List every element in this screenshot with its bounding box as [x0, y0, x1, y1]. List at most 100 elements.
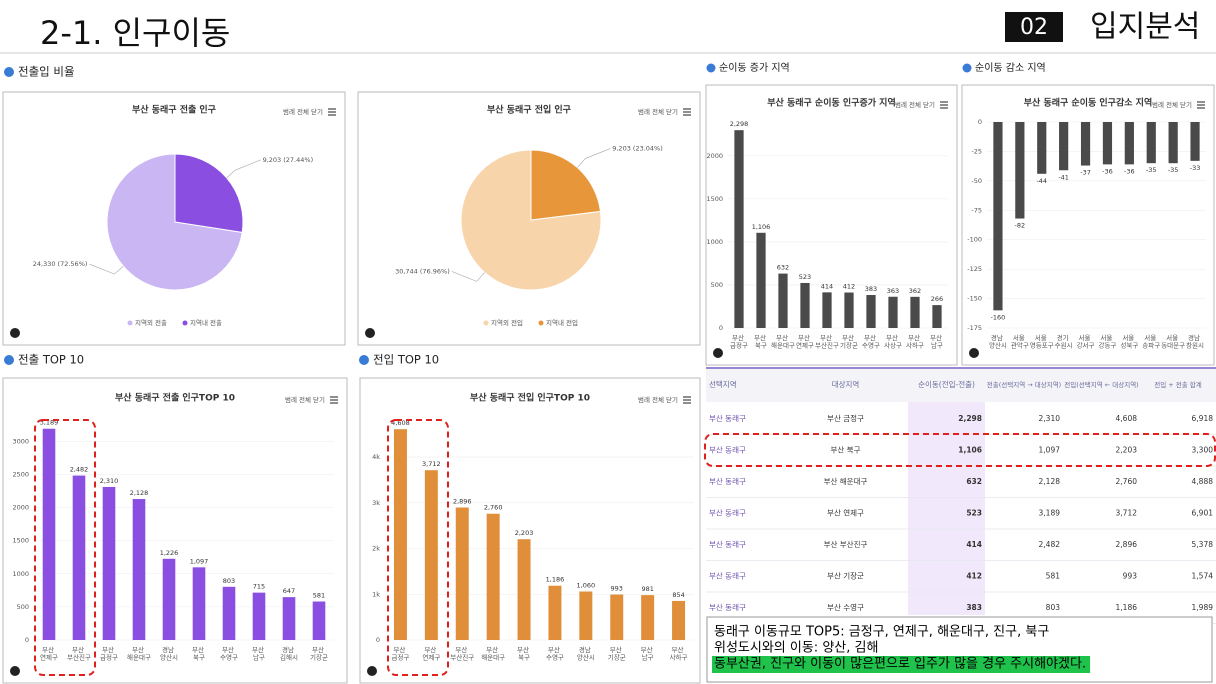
x-tick-label: 경기 수원시	[1055, 333, 1073, 349]
bar	[548, 585, 562, 640]
data-label: 1,106	[752, 223, 771, 231]
data-label: 9,203 (27.44%)	[263, 156, 314, 164]
x-tick-label: 부산 남구	[252, 645, 266, 661]
bar	[1102, 122, 1113, 165]
icon	[4, 67, 14, 77]
x-tick-label: 서울 강동구	[1098, 333, 1116, 349]
table-cell: 부산 부산진구	[824, 539, 868, 549]
x-tick-label: 경남 양산시	[577, 645, 595, 661]
table-header: 전출(선택지역 → 대상지역)	[987, 380, 1061, 389]
data-label: 30,744 (76.96%)	[395, 267, 450, 275]
x-tick-label: 부산 연제구	[40, 645, 58, 661]
legend-toggle[interactable]: 범례 전체 닫기	[638, 395, 678, 404]
y-tick-label: 2k	[372, 545, 380, 553]
legend-label[interactable]: 지역내 전입	[546, 318, 578, 327]
bar	[800, 282, 810, 328]
section-badge	[1005, 12, 1063, 42]
note-line: 동래구 이동규모 TOP5: 금정구, 연제구, 해운대구, 진구, 북구	[714, 625, 1049, 640]
pie-slice	[174, 153, 244, 233]
legend-toggle[interactable]: 범례 전체 닫기	[285, 395, 325, 404]
legend-label[interactable]: 지역외 전출	[135, 318, 167, 327]
data-label: 854	[672, 591, 684, 599]
table-cell: 4,608	[1116, 414, 1138, 423]
x-tick-label: 부산 기장군	[608, 645, 626, 661]
icon	[359, 355, 369, 365]
table-cell: 1,989	[1192, 603, 1214, 612]
table-header: 전입(선택지역 ← 대상지역)	[1064, 380, 1138, 389]
x-tick-label: 부산 해운대구	[127, 645, 151, 661]
section-name: 입지분석	[1090, 10, 1200, 45]
y-tick-label: 2500	[12, 470, 29, 478]
x-tick-label: 부산 금정구	[730, 333, 748, 349]
bar	[1059, 122, 1069, 171]
data-label: -37	[1080, 169, 1091, 177]
bar	[1124, 122, 1134, 165]
table-header: 전입 + 전출 합계	[1154, 380, 1202, 389]
data-label: 803	[223, 577, 235, 585]
table-cell: 1,574	[1192, 572, 1214, 581]
y-tick-label: 500	[711, 281, 723, 289]
data-label: 2,310	[100, 477, 119, 485]
legend-toggle[interactable]: 범례 전체 닫기	[638, 107, 678, 116]
legend-toggle[interactable]: 범례 전체 닫기	[1152, 100, 1192, 109]
section-label: 순이동 증가 지역	[719, 62, 790, 74]
data-label: 632	[777, 264, 789, 272]
leader-line	[451, 271, 485, 282]
x-tick-label: 부산 북구	[192, 645, 206, 661]
bar	[888, 296, 898, 328]
y-tick-label: -175	[967, 324, 982, 332]
bar	[672, 600, 686, 640]
table-cell: 부산 동래구	[709, 602, 746, 612]
data-label: 412	[843, 283, 855, 291]
data-label: 2,760	[484, 504, 503, 512]
legend-toggle[interactable]: 범례 전체 닫기	[895, 100, 935, 109]
data-label: 2,128	[130, 489, 149, 497]
data-label: -36	[1124, 167, 1135, 175]
chart-title: 부산 동래구 전입 인구TOP 10	[470, 392, 590, 404]
table-cell: 부산 수영구	[827, 602, 864, 612]
note-highlight	[712, 656, 1091, 673]
icon	[4, 355, 14, 365]
table-header-bg	[706, 368, 1216, 402]
table-cell: 부산 북구	[831, 445, 861, 455]
table-cell: 부산 연제구	[827, 508, 864, 518]
data-label: 362	[909, 287, 921, 295]
legend-toggle[interactable]: 범례 전체 닫기	[283, 107, 323, 116]
x-tick-label: 경남 양산시	[160, 645, 178, 661]
x-tick-label: 서울 성북구	[1120, 333, 1138, 349]
data-label: -44	[1036, 177, 1047, 185]
bar	[312, 601, 326, 640]
bar	[866, 295, 876, 328]
data-label: 1,097	[190, 557, 209, 565]
y-tick-label: 0	[376, 636, 380, 644]
table-cell: 803	[1046, 603, 1061, 612]
legend-label[interactable]: 지역외 전입	[491, 318, 523, 327]
legend-label[interactable]: 지역내 전출	[190, 318, 222, 327]
data-label: 3,189	[40, 419, 59, 427]
bar	[1168, 122, 1178, 164]
bar	[222, 586, 236, 640]
table-header: 순이동(전입-전출)	[918, 379, 975, 389]
y-tick-label: -150	[967, 295, 982, 303]
data-label: 414	[821, 282, 833, 290]
bar	[132, 499, 146, 640]
chart-title: 부산 동래구 전출 인구TOP 10	[115, 392, 235, 404]
table-cell: 부산 동래구	[709, 571, 746, 581]
x-tick-label: 부산 수영구	[546, 645, 564, 661]
emphasis-box	[387, 419, 449, 676]
x-tick-label: 부산 북구	[517, 645, 531, 661]
bar	[393, 429, 407, 640]
logo	[969, 348, 979, 358]
pie-slice	[530, 149, 602, 221]
section-label: 전출입 비율	[18, 65, 75, 79]
bar	[1015, 122, 1025, 219]
logo	[367, 666, 377, 676]
y-tick-label: 0	[25, 636, 29, 644]
bar	[192, 567, 206, 640]
data-label: 715	[253, 583, 265, 591]
table-cell: 부산 동래구	[709, 445, 746, 455]
table-cell: 1,097	[1039, 446, 1061, 455]
bar	[778, 273, 788, 328]
table-cell: 부산 해운대구	[824, 476, 868, 486]
